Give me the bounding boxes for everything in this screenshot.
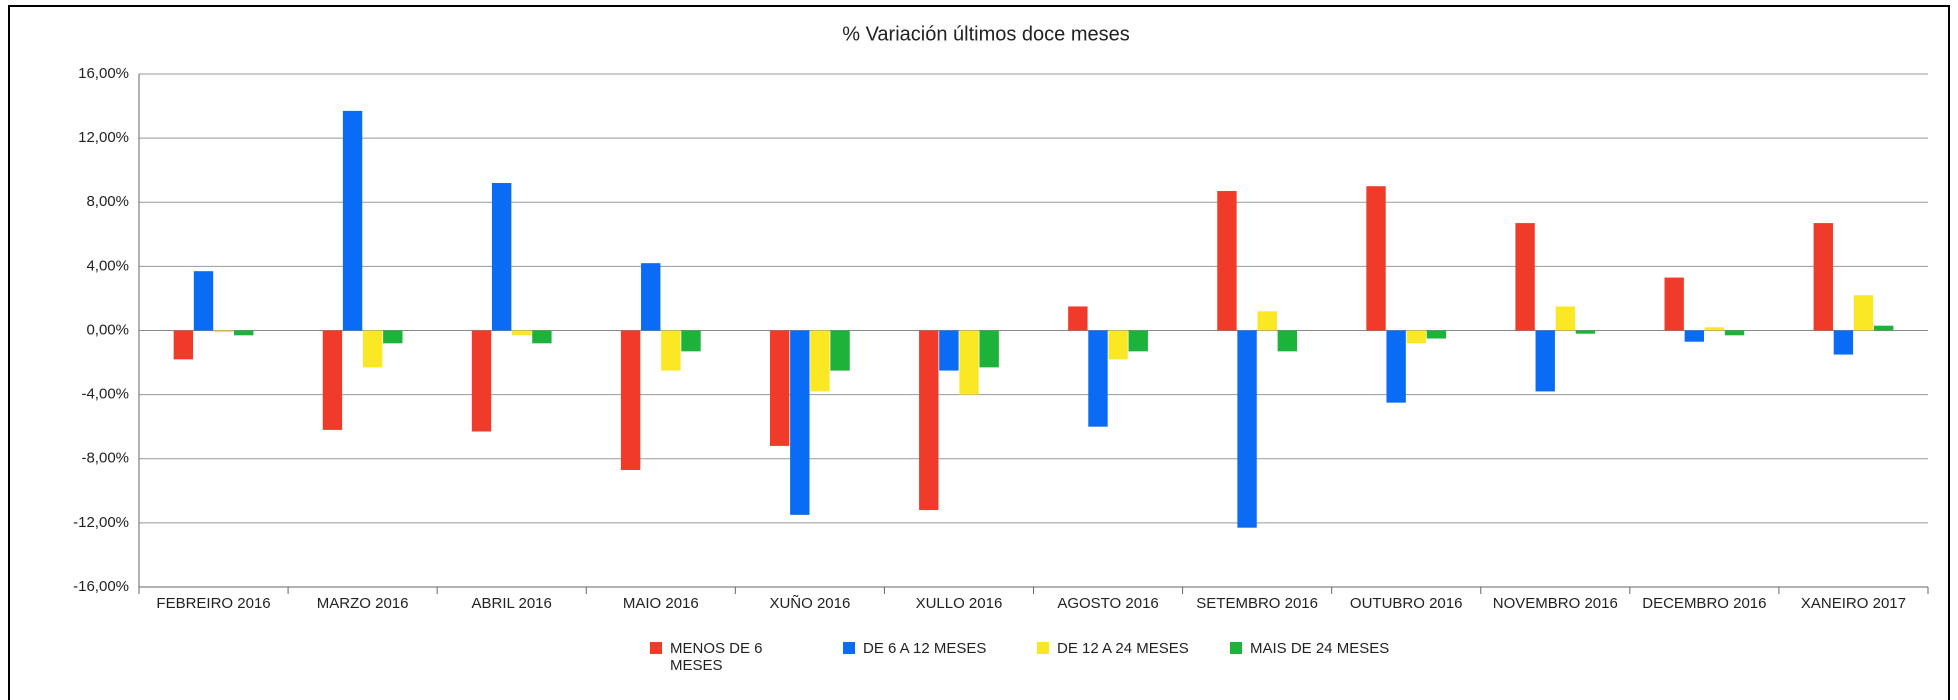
legend-label: MAIS DE 24 MESES — [1250, 640, 1390, 657]
bar — [1664, 277, 1684, 331]
bar — [1853, 295, 1874, 331]
legend-item: MENOS DE 6 MESES — [650, 640, 780, 674]
legend-label: MENOS DE 6 MESES — [670, 640, 763, 674]
bar — [1088, 330, 1108, 427]
x-tick-label: FEBREIRO 2016 — [156, 595, 270, 612]
bar — [1704, 327, 1725, 331]
bar — [532, 330, 552, 344]
bar — [1833, 330, 1854, 355]
bar — [213, 330, 234, 333]
bar — [1217, 191, 1237, 331]
bar — [769, 330, 790, 446]
bar — [661, 330, 681, 371]
y-tick-label: 12,00% — [78, 129, 129, 146]
x-tick-label: XANEIRO 2017 — [1801, 595, 1906, 612]
bar — [810, 330, 830, 392]
chart-title: % Variación últimos doce meses — [842, 23, 1130, 45]
bar — [620, 330, 641, 470]
bar — [790, 330, 810, 515]
y-tick-label: 8,00% — [86, 193, 129, 210]
x-tick-label: AGOSTO 2016 — [1057, 595, 1158, 612]
bar — [959, 330, 979, 395]
legend-label: DE 12 A 24 MESES — [1057, 640, 1189, 657]
x-tick-label: SETEMBRO 2016 — [1196, 595, 1318, 612]
bar — [1386, 330, 1406, 403]
x-tick-label: ABRIL 2016 — [472, 595, 552, 612]
legend-swatch — [1037, 642, 1049, 654]
bar — [1426, 330, 1447, 339]
bar — [979, 330, 999, 368]
legend-swatch — [1230, 642, 1242, 654]
bar — [1515, 223, 1535, 331]
x-tick-label: XULLO 2016 — [916, 595, 1003, 612]
chart-frame — [8, 5, 1950, 700]
y-tick-label: -16,00% — [73, 578, 129, 595]
legend-item: DE 6 A 12 MESES — [843, 640, 986, 657]
y-tick-label: 16,00% — [78, 65, 129, 82]
bar — [322, 330, 343, 430]
legend-item: MAIS DE 24 MESES — [1230, 640, 1389, 657]
bar — [939, 330, 959, 371]
y-tick-label: -8,00% — [81, 450, 129, 467]
bar — [471, 330, 492, 432]
x-tick-label: OUTUBRO 2016 — [1350, 595, 1463, 612]
bar — [830, 330, 850, 371]
legend-swatch — [650, 642, 662, 654]
legend-label: DE 6 A 12 MESES — [863, 640, 987, 657]
bar — [1873, 325, 1894, 331]
bar — [1128, 330, 1148, 352]
bar — [1555, 306, 1576, 331]
y-tick-label: -12,00% — [73, 514, 129, 531]
bar — [342, 110, 363, 331]
bar — [1575, 330, 1596, 334]
bar — [193, 271, 214, 331]
bar — [491, 183, 512, 331]
bar — [173, 330, 194, 360]
x-tick-label: MARZO 2016 — [317, 595, 409, 612]
bar — [1684, 330, 1705, 342]
bar — [1535, 330, 1555, 392]
bar — [362, 330, 383, 368]
bar — [1813, 223, 1833, 331]
bar — [1277, 330, 1298, 352]
bar — [641, 263, 661, 331]
x-tick-label: NOVEMBRO 2016 — [1493, 595, 1618, 612]
bar — [1366, 186, 1386, 331]
y-tick-label: 4,00% — [86, 257, 129, 274]
bar — [1406, 330, 1426, 344]
legend-item: DE 12 A 24 MESES — [1037, 640, 1189, 657]
bar — [234, 330, 254, 336]
bar — [1724, 330, 1745, 336]
bar — [1237, 330, 1257, 528]
bar — [681, 330, 701, 352]
x-tick-label: DECEMBRO 2016 — [1642, 595, 1766, 612]
bar — [919, 330, 939, 511]
legend-swatch — [843, 642, 855, 654]
y-tick-label: 0,00% — [86, 321, 129, 338]
bar — [1068, 306, 1088, 331]
x-tick-label: MAIO 2016 — [623, 595, 699, 612]
bar — [1257, 311, 1277, 331]
bar — [1108, 330, 1128, 360]
bar — [512, 330, 532, 336]
bar — [383, 330, 403, 344]
x-tick-label: XUÑO 2016 — [769, 595, 850, 612]
y-tick-label: -4,00% — [81, 386, 129, 403]
